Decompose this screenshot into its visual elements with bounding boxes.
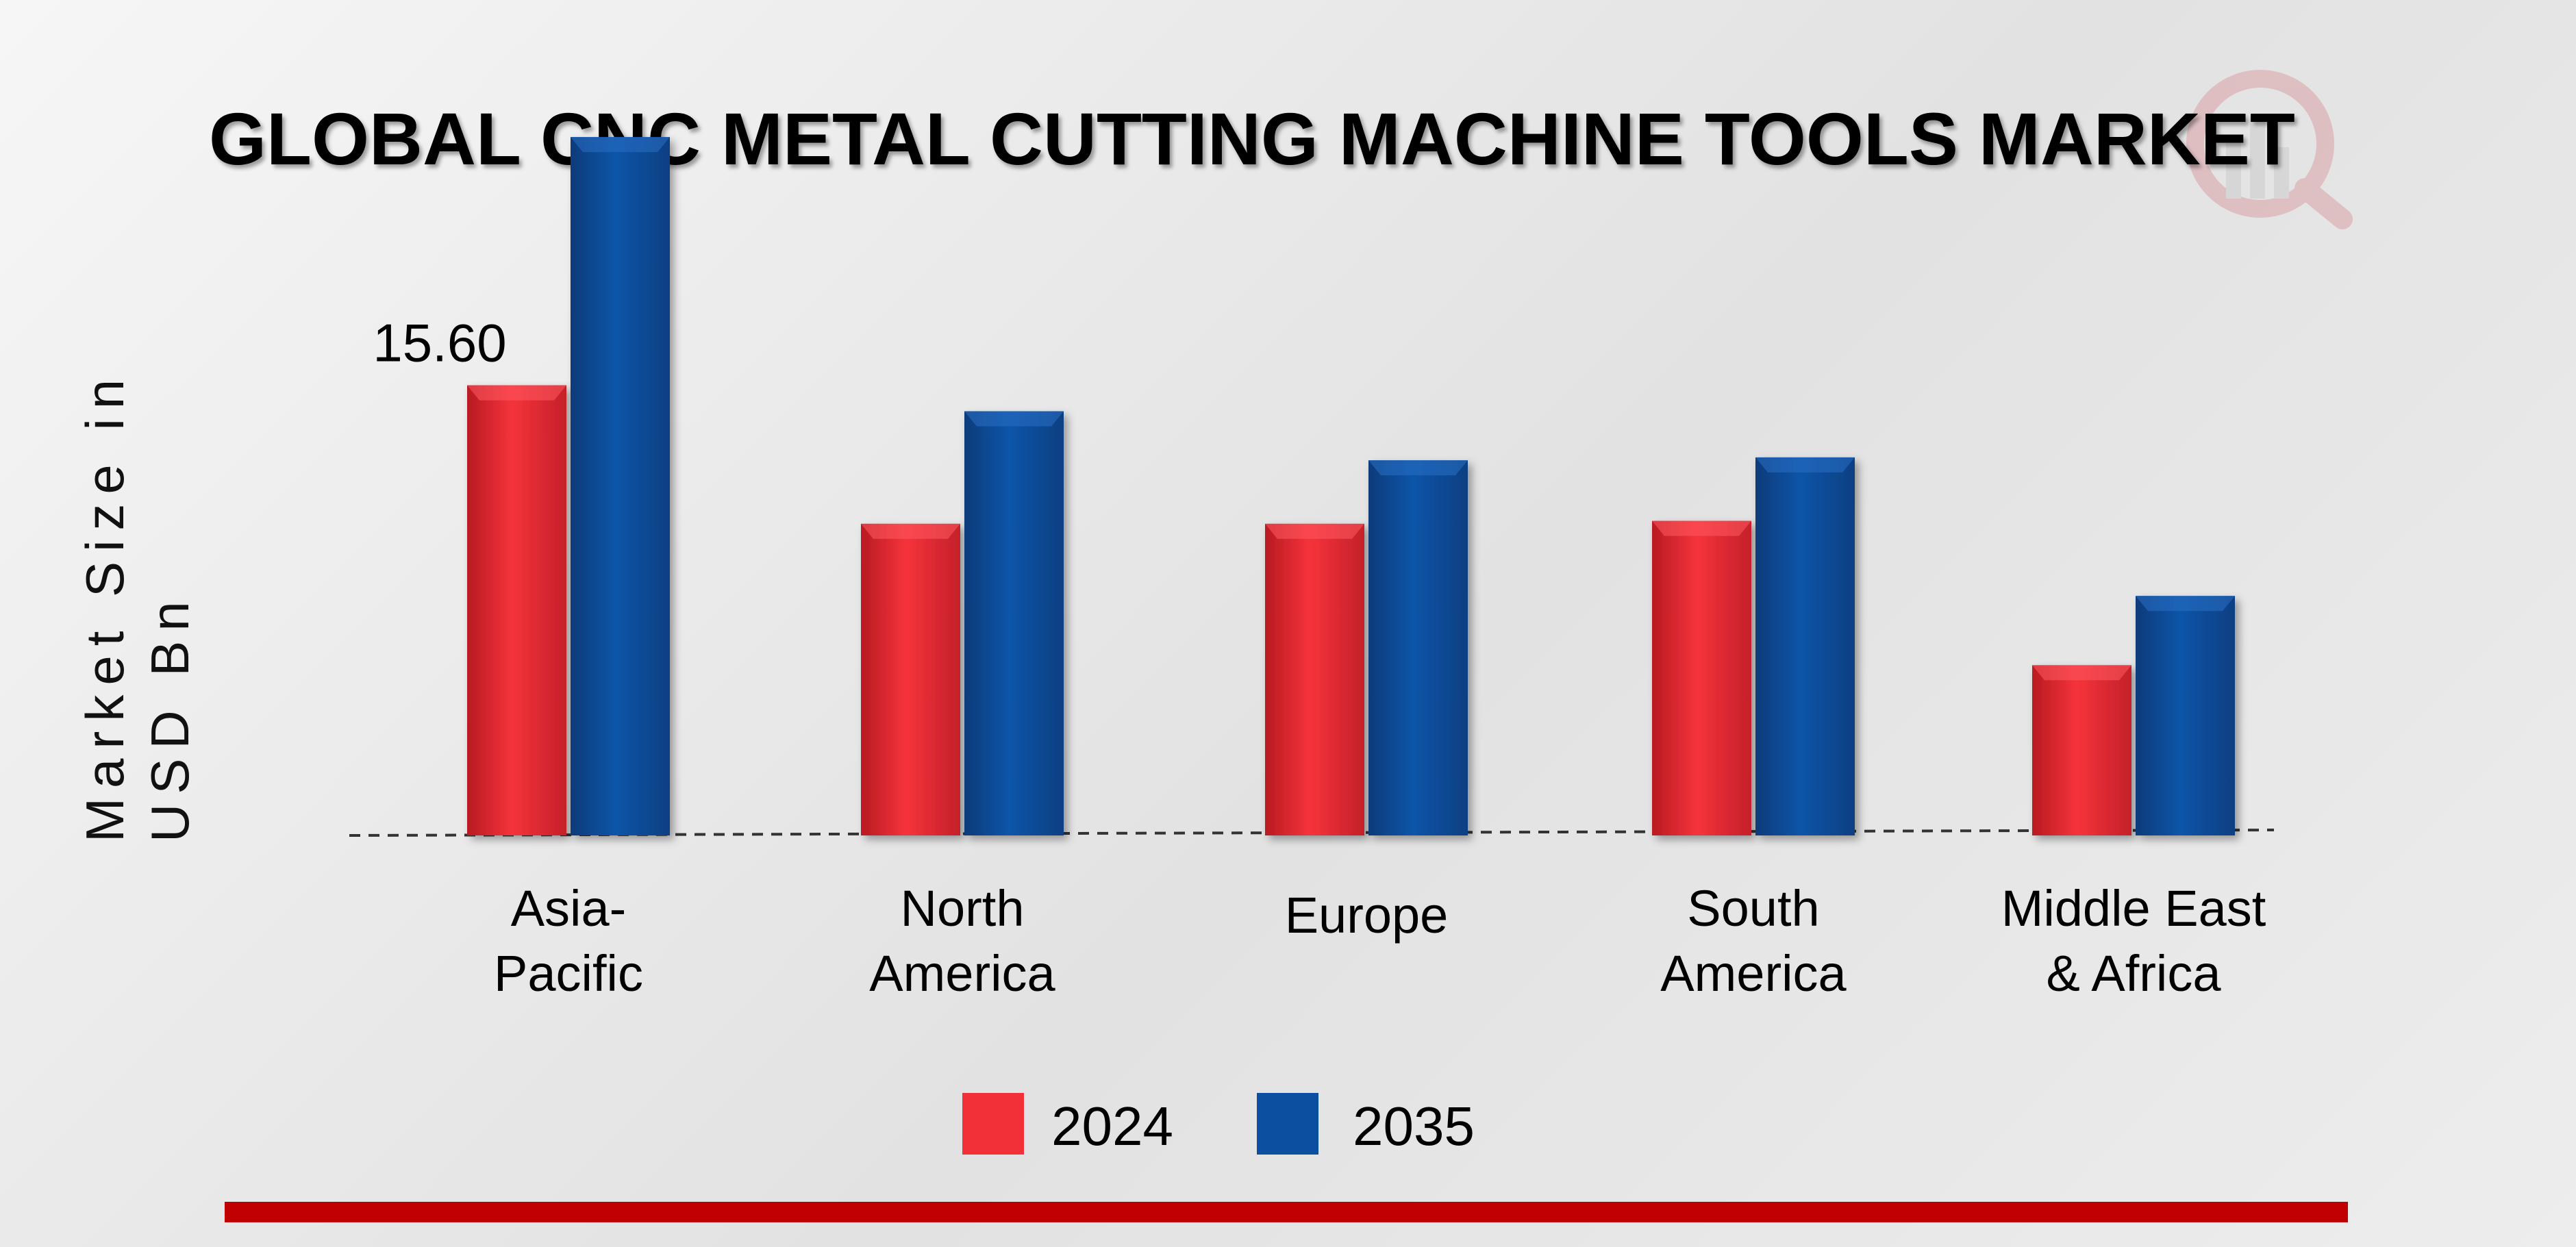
bar-bevel [2032, 665, 2131, 681]
y-axis-label-line-1: Market Size in [75, 370, 135, 842]
data-label: 15.60 [373, 313, 506, 373]
y-axis-label: Market Size in USD Bn [75, 345, 200, 842]
legend-swatch-2035 [1257, 1093, 1318, 1155]
x-tick-label-line: & Africa [2047, 945, 2222, 1002]
bar-bevel [467, 385, 566, 401]
chart-title: GLOBAL CNC METAL CUTTING MACHINE TOOLS M… [209, 97, 2295, 180]
x-tick-label-line: North [901, 880, 1025, 937]
bar-bevel [1755, 457, 1855, 473]
legend-swatch-2024 [962, 1093, 1024, 1155]
bar-bevel [861, 523, 960, 539]
bar-bevel [1368, 460, 1468, 476]
x-tick-label: Europe [1285, 887, 1449, 944]
logo-watermark-icon [2186, 70, 2353, 229]
bar-bevel [964, 411, 1064, 427]
bar-2035-asia-pacific [571, 137, 670, 836]
bar-bevel [1265, 523, 1364, 539]
bar-bevel [2136, 596, 2235, 612]
legend-label-2035: 2035 [1353, 1096, 1475, 1157]
x-tick-label-line: South [1687, 880, 1819, 937]
bar-2035-middle-east-africa [2136, 596, 2235, 835]
bar-2035-south-america [1755, 457, 1855, 835]
y-axis-label-line-2: USD Bn [140, 592, 200, 842]
legend-label-2024: 2024 [1051, 1096, 1173, 1157]
x-tick-label: Asia- Pacific [494, 880, 643, 1002]
x-tick-label-line: America [869, 945, 1055, 1002]
x-tick-label-line: Pacific [494, 945, 643, 1002]
x-tick-label: Middle East & Africa [2001, 880, 2266, 1002]
footer-bar [225, 1202, 2348, 1222]
legend: 2024 2035 [962, 1093, 1475, 1157]
x-tick-label: North America [869, 880, 1055, 1002]
x-tick-label-line: Europe [1285, 887, 1449, 944]
bar-2024-europe [1265, 523, 1364, 835]
bar-series-group [467, 137, 2235, 836]
bar-bevel [1652, 520, 1751, 536]
bar-2024-middle-east-africa [2032, 665, 2131, 835]
x-tick-label: South America [1660, 880, 1847, 1002]
bar-bevel [571, 137, 670, 153]
bar-2024-north-america [861, 523, 960, 835]
bar-2024-south-america [1652, 520, 1751, 835]
bar-2035-north-america [964, 411, 1064, 835]
bar-2035-europe [1368, 460, 1468, 835]
x-tick-label-line: America [1660, 945, 1847, 1002]
x-tick-label-line: Asia- [511, 880, 627, 937]
x-tick-label-line: Middle East [2001, 880, 2266, 937]
category-labels-group: Asia- Pacific North America Europe South Ameri… [494, 880, 2266, 1002]
bar-2024-asia-pacific [467, 385, 566, 835]
